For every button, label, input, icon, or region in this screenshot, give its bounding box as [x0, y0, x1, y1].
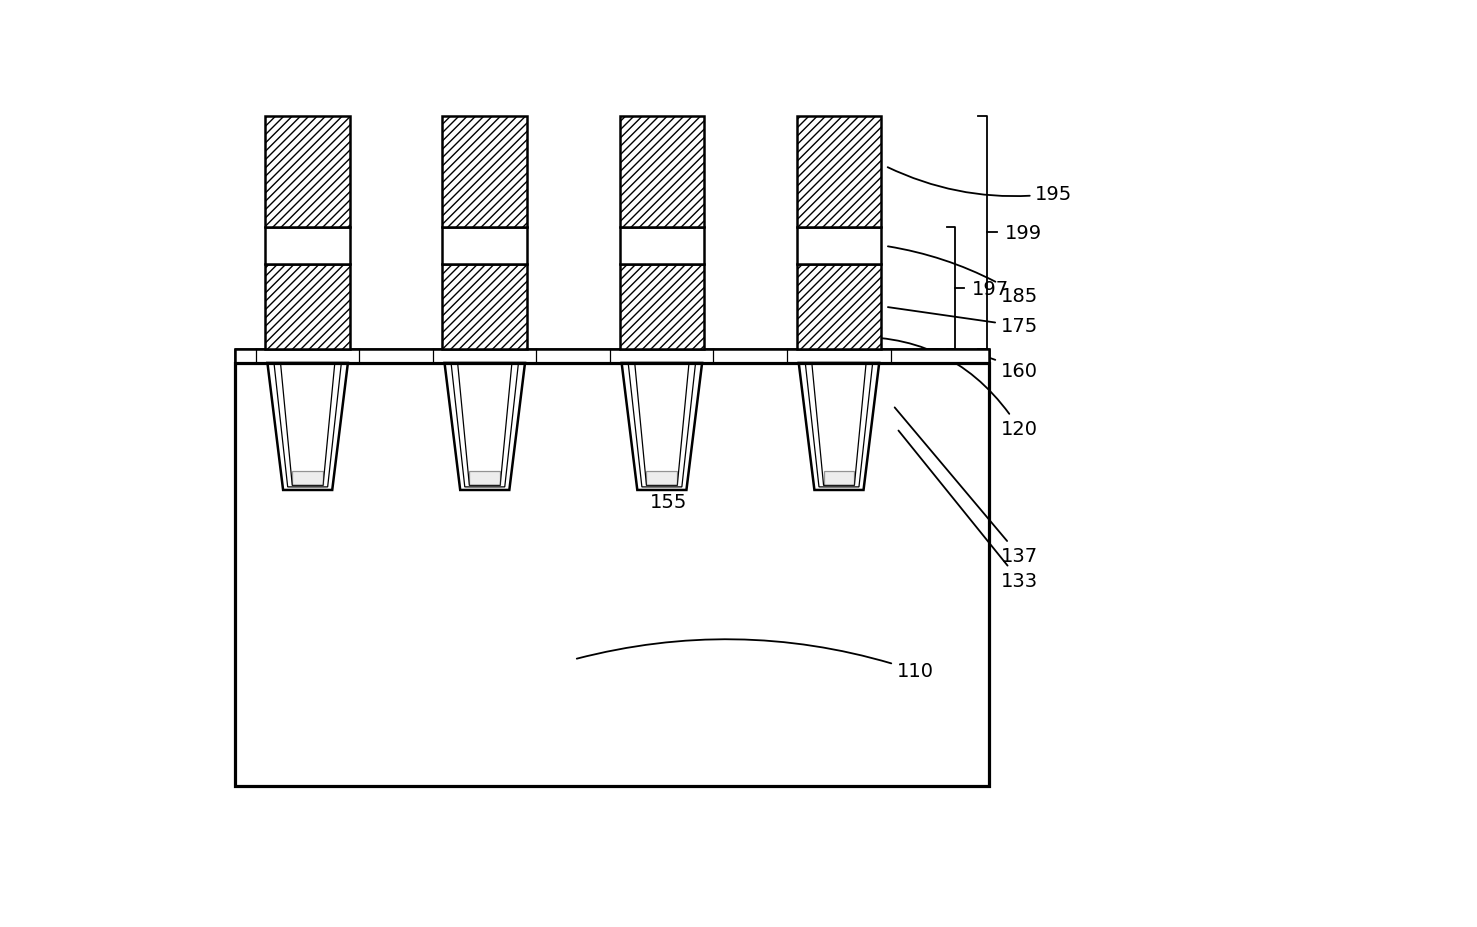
Text: 175: 175: [888, 308, 1038, 337]
Polygon shape: [470, 472, 501, 486]
Bar: [619, 117, 705, 228]
Bar: [235, 363, 990, 787]
Bar: [796, 117, 882, 228]
Bar: [443, 265, 527, 349]
Bar: [235, 349, 990, 363]
Polygon shape: [824, 472, 854, 486]
Bar: [266, 228, 350, 265]
Bar: [619, 228, 705, 265]
Text: 197: 197: [972, 279, 1009, 298]
Polygon shape: [235, 349, 990, 363]
Bar: [796, 117, 882, 228]
Polygon shape: [647, 472, 678, 486]
Bar: [443, 117, 527, 228]
Bar: [619, 265, 705, 349]
Bar: [443, 228, 527, 265]
Bar: [266, 265, 350, 349]
Bar: [266, 117, 350, 228]
Polygon shape: [622, 363, 702, 490]
Text: 160: 160: [888, 349, 1038, 381]
Bar: [443, 117, 527, 228]
Polygon shape: [267, 363, 349, 490]
Bar: [796, 265, 882, 349]
Text: 185: 185: [888, 248, 1038, 305]
Bar: [235, 363, 990, 787]
Polygon shape: [445, 363, 524, 490]
Text: 155: 155: [650, 470, 688, 512]
Text: 133: 133: [898, 431, 1038, 590]
Bar: [619, 265, 705, 349]
Bar: [796, 228, 882, 265]
Bar: [443, 265, 527, 349]
Bar: [619, 117, 705, 228]
Text: 199: 199: [1004, 223, 1041, 243]
Text: 195: 195: [888, 168, 1072, 204]
Text: 137: 137: [895, 408, 1038, 565]
Bar: [796, 265, 882, 349]
Bar: [266, 265, 350, 349]
Polygon shape: [292, 472, 323, 486]
Text: 120: 120: [842, 337, 1038, 438]
Text: 110: 110: [578, 640, 933, 680]
Bar: [266, 117, 350, 228]
Polygon shape: [799, 363, 879, 490]
